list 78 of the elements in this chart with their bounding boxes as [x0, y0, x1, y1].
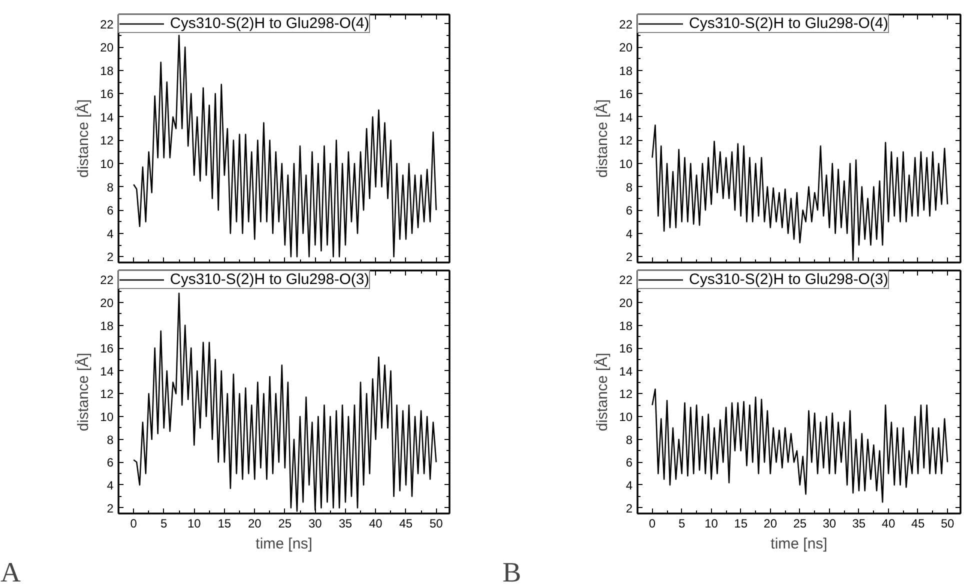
- x-tick-label: 20: [248, 516, 262, 530]
- x-tick-label: 15: [218, 516, 232, 530]
- x-tick-label: 5: [678, 516, 686, 530]
- y-tick-label: 8: [106, 180, 114, 194]
- y-tick-label: 16: [619, 87, 633, 102]
- x-tick-label: 0: [648, 516, 656, 530]
- y-tick-label: 14: [619, 364, 633, 378]
- y-tick-label: 6: [106, 456, 114, 470]
- y-tick-label: 20: [100, 40, 114, 55]
- x-tick-label: 10: [187, 516, 202, 530]
- y-tick-label: 18: [100, 64, 114, 78]
- y-tick-label: 10: [619, 410, 633, 424]
- text: A: [0, 558, 22, 588]
- y-tick-label: 22: [619, 273, 633, 288]
- y-tick-label: 10: [100, 410, 114, 424]
- x-tick-label: 10: [704, 516, 718, 530]
- y-tick-label: 14: [100, 110, 114, 124]
- y-tick-label: 18: [100, 318, 114, 333]
- x-tick-label: 40: [369, 516, 383, 530]
- y-tick-label: 20: [619, 296, 633, 310]
- y-tick-label: 10: [619, 157, 633, 172]
- y-tick-label: 2: [106, 501, 114, 516]
- y-tick-label: 4: [106, 226, 114, 241]
- y-tick-label: 10: [100, 157, 114, 172]
- y-tick-label: 12: [100, 387, 114, 402]
- x-axis-title: time [ns]: [770, 536, 828, 552]
- y-tick-label: 16: [100, 87, 114, 102]
- y-tick-label: 14: [619, 110, 633, 124]
- y-tick-label: 18: [619, 64, 633, 78]
- y-tick-label: 20: [100, 296, 114, 310]
- y-tick-label: 22: [100, 273, 114, 288]
- y-tick-label: 6: [106, 204, 114, 218]
- y-tick-label: 18: [619, 318, 633, 333]
- x-tick-label: 5: [160, 516, 168, 530]
- y-tick-label: 8: [626, 432, 633, 447]
- y-axis-title: distance [Å]: [593, 352, 612, 432]
- x-tick-label: 50: [940, 516, 955, 530]
- x-tick-label: 40: [882, 516, 896, 530]
- legend-label: Cys310-S(2)H to Glu298-O(4): [170, 15, 370, 32]
- y-tick-label: 4: [626, 226, 633, 241]
- legend-label: Cys310-S(2)H to Glu298-O(3): [170, 271, 370, 288]
- y-tick-label: 8: [626, 180, 633, 194]
- y-tick-label: 22: [619, 17, 633, 32]
- y-tick-label: 12: [619, 134, 633, 148]
- x-tick-label: 25: [278, 516, 292, 530]
- legend-label: Cys310-S(2)H to Glu298-O(3): [689, 271, 888, 288]
- y-tick-label: 4: [626, 478, 633, 492]
- x-tick-label: 30: [822, 516, 836, 530]
- y-axis-title: distance [Å]: [74, 99, 92, 178]
- y-tick-label: 14: [100, 364, 114, 378]
- text: B: [502, 558, 522, 588]
- x-tick-label: 50: [430, 516, 444, 530]
- x-tick-label: 35: [852, 516, 866, 530]
- x-tick-label: 35: [338, 516, 352, 530]
- x-tick-label: 30: [308, 516, 322, 530]
- y-tick-label: 6: [626, 204, 633, 218]
- x-tick-label: 45: [911, 516, 925, 530]
- x-tick-label: 20: [764, 516, 778, 530]
- legend-label: Cys310-S(2)H to Glu298-O(4): [689, 15, 888, 32]
- x-tick-label: 25: [793, 516, 807, 530]
- x-axis-title: time [ns]: [256, 536, 312, 552]
- y-tick-label: 8: [106, 432, 114, 447]
- y-tick-label: 16: [100, 342, 114, 356]
- y-tick-label: 6: [626, 456, 633, 470]
- y-tick-label: 16: [619, 342, 633, 356]
- y-tick-label: 2: [626, 501, 633, 516]
- y-tick-label: 12: [619, 387, 633, 402]
- x-tick-label: 45: [399, 516, 413, 530]
- y-axis-title: distance [Å]: [593, 99, 612, 178]
- y-tick-label: 12: [100, 134, 114, 148]
- y-tick-label: 2: [626, 250, 633, 264]
- x-tick-label: 15: [734, 516, 748, 530]
- y-tick-label: 2: [106, 250, 114, 264]
- y-axis-title: distance [Å]: [74, 352, 92, 432]
- y-tick-label: 20: [619, 40, 633, 55]
- y-tick-label: 4: [106, 478, 114, 492]
- y-tick-label: 22: [100, 17, 114, 32]
- x-tick-label: 0: [130, 516, 138, 530]
